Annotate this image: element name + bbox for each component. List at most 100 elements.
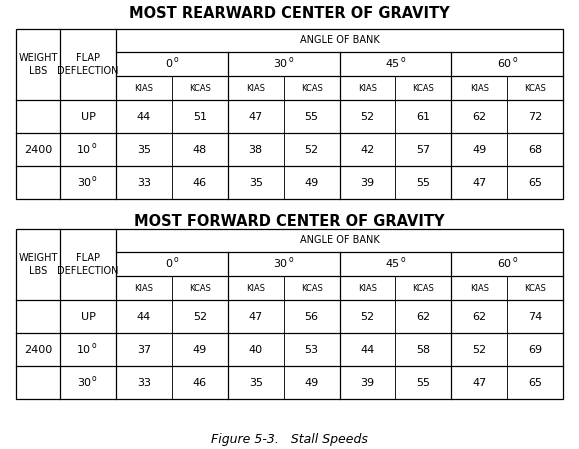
Text: KIAS: KIAS — [470, 284, 489, 293]
Text: o: o — [91, 141, 96, 150]
Text: 65: 65 — [528, 378, 542, 387]
Text: 49: 49 — [305, 177, 318, 188]
Text: o: o — [512, 56, 517, 65]
Text: KIAS: KIAS — [134, 84, 153, 93]
Text: KIAS: KIAS — [358, 84, 377, 93]
Text: 58: 58 — [416, 345, 430, 355]
Text: o: o — [401, 255, 405, 264]
Text: 56: 56 — [305, 312, 318, 322]
Text: 30: 30 — [274, 59, 288, 69]
Text: 52: 52 — [193, 312, 207, 322]
Text: 49: 49 — [305, 378, 318, 387]
Text: 60: 60 — [497, 259, 511, 269]
Text: o: o — [174, 255, 178, 264]
Text: 30: 30 — [274, 259, 288, 269]
Text: 47: 47 — [472, 177, 486, 188]
Text: 51: 51 — [193, 112, 207, 122]
Bar — [16, 229, 563, 399]
Text: 55: 55 — [416, 378, 430, 387]
Text: 2400: 2400 — [24, 145, 52, 155]
Text: 35: 35 — [249, 177, 263, 188]
Text: FLAP
DEFLECTION: FLAP DEFLECTION — [57, 53, 119, 76]
Text: MOST FORWARD CENTER OF GRAVITY: MOST FORWARD CENTER OF GRAVITY — [134, 214, 445, 229]
Text: 40: 40 — [248, 345, 263, 355]
Text: 35: 35 — [137, 145, 151, 155]
Text: KCAS: KCAS — [189, 84, 211, 93]
Text: 55: 55 — [416, 177, 430, 188]
Text: 60: 60 — [497, 59, 511, 69]
Text: UP: UP — [80, 312, 96, 322]
Text: 57: 57 — [416, 145, 430, 155]
Text: 68: 68 — [528, 145, 542, 155]
Text: KIAS: KIAS — [470, 84, 489, 93]
Text: 42: 42 — [360, 145, 375, 155]
Text: 39: 39 — [360, 378, 375, 387]
Text: 46: 46 — [193, 177, 207, 188]
Text: KCAS: KCAS — [301, 284, 323, 293]
Text: 74: 74 — [528, 312, 542, 322]
Text: o: o — [174, 56, 178, 65]
Text: 44: 44 — [137, 312, 151, 322]
Text: UP: UP — [80, 112, 96, 122]
Text: KCAS: KCAS — [524, 284, 546, 293]
Text: 38: 38 — [248, 145, 263, 155]
Text: 46: 46 — [193, 378, 207, 387]
Text: ANGLE OF BANK: ANGLE OF BANK — [299, 35, 379, 45]
Text: ANGLE OF BANK: ANGLE OF BANK — [299, 235, 379, 246]
Text: KIAS: KIAS — [358, 284, 377, 293]
Text: 52: 52 — [472, 345, 486, 355]
Text: KCAS: KCAS — [301, 84, 323, 93]
Text: 45: 45 — [385, 259, 400, 269]
Text: 52: 52 — [305, 145, 318, 155]
Text: 62: 62 — [472, 312, 486, 322]
Text: KIAS: KIAS — [134, 284, 153, 293]
Text: o: o — [91, 374, 96, 383]
Text: 44: 44 — [137, 112, 151, 122]
Text: 0: 0 — [166, 259, 173, 269]
Text: 65: 65 — [528, 177, 542, 188]
Text: 2400: 2400 — [24, 345, 52, 355]
Text: o: o — [289, 255, 294, 264]
Text: FLAP
DEFLECTION: FLAP DEFLECTION — [57, 253, 119, 276]
Text: 47: 47 — [472, 378, 486, 387]
Text: o: o — [512, 255, 517, 264]
Text: 53: 53 — [305, 345, 318, 355]
Text: 69: 69 — [528, 345, 542, 355]
Text: o: o — [289, 56, 294, 65]
Text: 39: 39 — [360, 177, 375, 188]
Text: o: o — [91, 341, 96, 350]
Text: 49: 49 — [193, 345, 207, 355]
Text: 52: 52 — [360, 312, 375, 322]
Text: 55: 55 — [305, 112, 318, 122]
Text: 37: 37 — [137, 345, 151, 355]
Text: KCAS: KCAS — [189, 284, 211, 293]
Text: 44: 44 — [360, 345, 375, 355]
Text: 47: 47 — [248, 112, 263, 122]
Text: o: o — [91, 174, 96, 183]
Text: Figure 5-3.   Stall Speeds: Figure 5-3. Stall Speeds — [211, 432, 368, 445]
Text: KIAS: KIAS — [246, 84, 265, 93]
Text: 30: 30 — [77, 177, 91, 188]
Text: o: o — [401, 56, 405, 65]
Text: MOST REARWARD CENTER OF GRAVITY: MOST REARWARD CENTER OF GRAVITY — [129, 6, 450, 22]
Text: 33: 33 — [137, 177, 151, 188]
Text: KCAS: KCAS — [412, 84, 434, 93]
Text: 10: 10 — [77, 345, 91, 355]
Text: 48: 48 — [193, 145, 207, 155]
Text: 33: 33 — [137, 378, 151, 387]
Text: 47: 47 — [248, 312, 263, 322]
Text: 62: 62 — [416, 312, 430, 322]
Text: KIAS: KIAS — [246, 284, 265, 293]
Text: 30: 30 — [77, 378, 91, 387]
Text: 72: 72 — [528, 112, 542, 122]
Text: 61: 61 — [416, 112, 430, 122]
Text: 35: 35 — [249, 378, 263, 387]
Text: KCAS: KCAS — [524, 84, 546, 93]
Text: 0: 0 — [166, 59, 173, 69]
Text: 45: 45 — [385, 59, 400, 69]
Text: KCAS: KCAS — [412, 284, 434, 293]
Text: 62: 62 — [472, 112, 486, 122]
Text: WEIGHT
LBS: WEIGHT LBS — [19, 253, 58, 276]
Bar — [16, 29, 563, 199]
Text: WEIGHT
LBS: WEIGHT LBS — [19, 53, 58, 76]
